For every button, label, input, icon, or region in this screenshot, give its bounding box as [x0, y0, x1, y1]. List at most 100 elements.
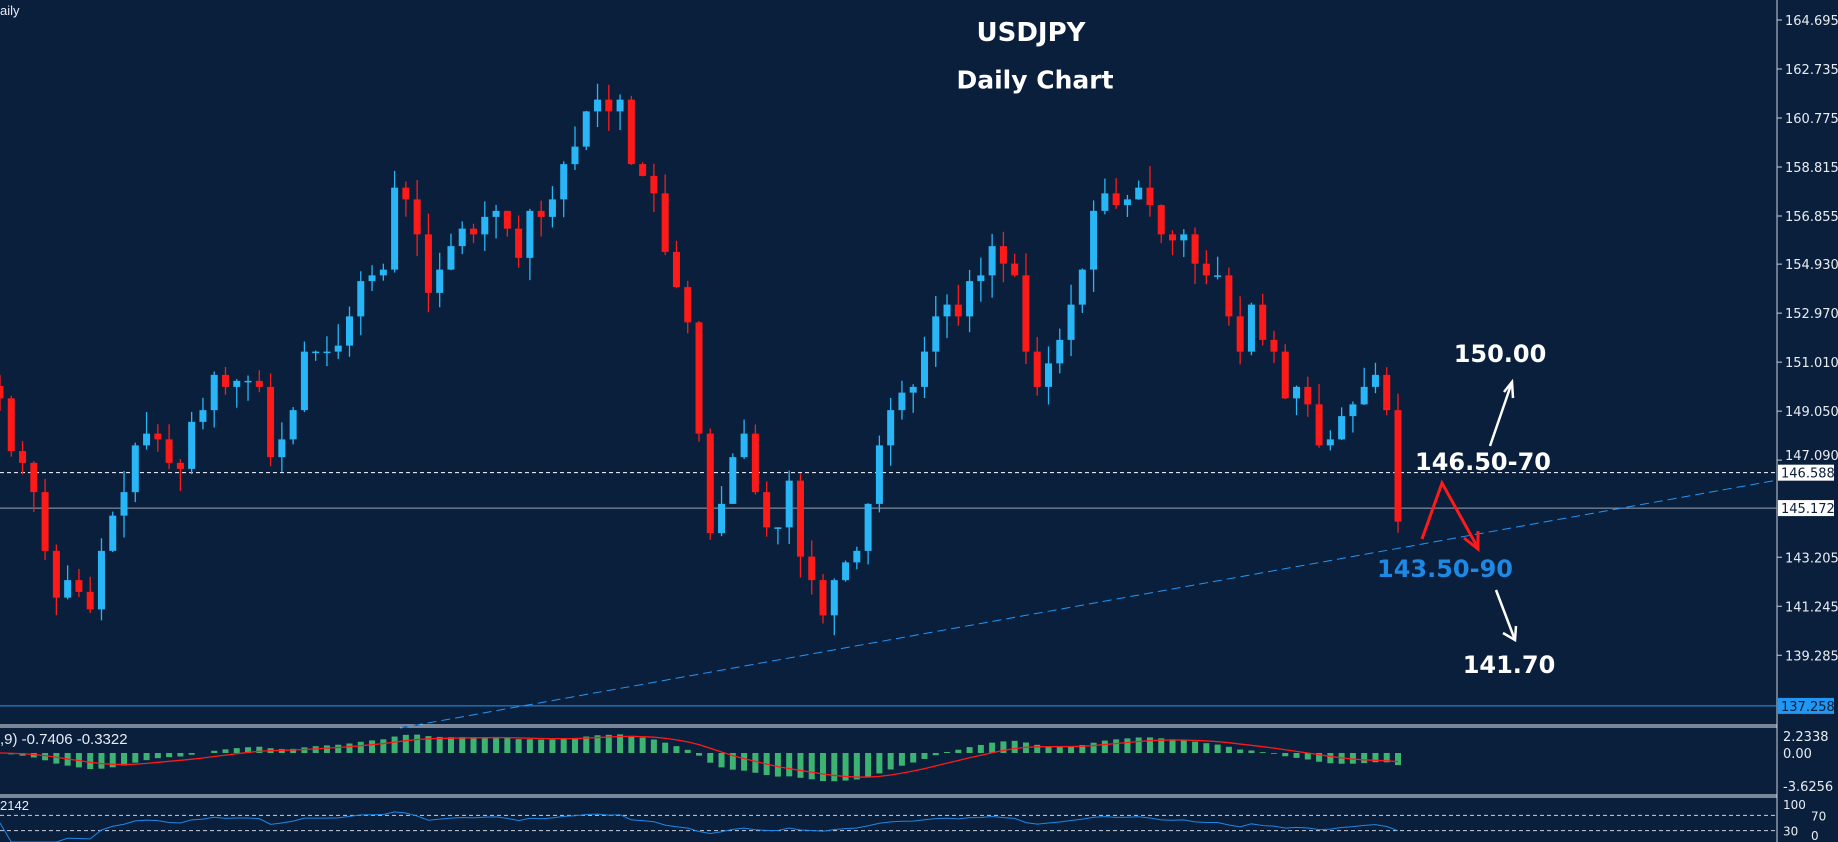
macd-bar — [1372, 753, 1379, 763]
macd-bar — [797, 753, 804, 778]
price-tick-label: 162.735 — [1785, 63, 1838, 78]
macd-bar — [741, 753, 748, 771]
candle-body — [0, 385, 4, 399]
macd-bar — [1000, 741, 1007, 753]
candle-body — [492, 210, 500, 217]
candle-body — [120, 492, 128, 516]
price-tick-label: 141.245 — [1785, 600, 1838, 615]
candle-body — [1202, 263, 1210, 276]
macd-bar — [121, 753, 128, 766]
candle-body — [605, 99, 613, 112]
macd-bar — [447, 737, 454, 753]
red-scenario-arrow — [1420, 479, 1480, 549]
macd-bar — [30, 753, 37, 758]
candle-body — [75, 580, 83, 592]
price-tick-label: 154.930 — [1785, 258, 1838, 273]
candle-body — [199, 410, 207, 422]
candle-body — [1225, 275, 1233, 317]
candle-body — [796, 480, 804, 557]
macd-bar — [966, 747, 973, 753]
candle-body — [537, 210, 545, 217]
candle-body — [481, 216, 489, 235]
candle-body — [289, 410, 297, 440]
candle-body — [1157, 205, 1165, 235]
price-tick-label: 139.285 — [1785, 649, 1838, 664]
rsi-tick-label: 30 — [1783, 825, 1798, 839]
macd-bar — [290, 748, 297, 753]
macd-bar — [335, 744, 342, 753]
macd-bar — [752, 753, 759, 773]
annotation-141-70: 141.70 — [1462, 651, 1556, 679]
macd-bar — [346, 743, 353, 753]
trendline — [399, 479, 1778, 729]
timeframe-label: aily — [0, 3, 20, 18]
macd-bar — [707, 753, 714, 763]
macd-bar — [955, 749, 962, 753]
candle-body — [898, 392, 906, 411]
macd-bar — [853, 753, 860, 780]
candle-body — [436, 269, 444, 293]
macd-bar — [222, 749, 229, 753]
candle-body — [1078, 269, 1086, 305]
candle-body — [1394, 410, 1402, 522]
price-label-145.172: 145.172 — [1781, 502, 1835, 517]
candle-body — [1033, 351, 1041, 387]
candle-body — [379, 269, 387, 276]
macd-tick-label: 0.00 — [1783, 747, 1812, 762]
macd-bar — [1225, 746, 1232, 753]
candle-body — [1214, 275, 1222, 277]
macd-bar — [504, 737, 511, 753]
candle-body — [672, 251, 680, 288]
price-tick-label: 156.855 — [1785, 210, 1838, 225]
candle-body — [515, 228, 523, 258]
macd-bar — [718, 753, 725, 768]
macd-bar — [1214, 744, 1221, 753]
candle-body — [774, 527, 782, 529]
candle-body — [1169, 234, 1177, 241]
price-label-box — [1778, 697, 1834, 714]
candle-body — [278, 439, 286, 458]
candle-body — [616, 99, 624, 112]
candle-body — [1191, 234, 1199, 264]
macd-bar — [154, 753, 161, 759]
macd-bar — [1395, 753, 1401, 766]
candle-body — [1056, 339, 1064, 364]
price-tick-label: 158.815 — [1785, 161, 1838, 176]
candle-body — [718, 503, 726, 534]
macd-bar — [898, 753, 905, 766]
macd-bar — [1259, 752, 1266, 753]
macd-bar — [233, 748, 240, 753]
candle-body — [977, 275, 985, 282]
candle-body — [413, 199, 421, 235]
candle-body — [503, 210, 511, 229]
candle-body — [1180, 234, 1188, 241]
macd-bar — [53, 753, 60, 764]
macd-bar — [628, 735, 635, 753]
macd-bar — [188, 753, 195, 755]
candle-body — [988, 246, 996, 276]
candle-body — [470, 228, 478, 235]
macd-bar — [876, 753, 883, 774]
macd-bar — [594, 735, 601, 753]
macd-bar — [211, 750, 218, 753]
macd-bar — [842, 753, 849, 781]
candle-body — [966, 281, 974, 317]
candle-body — [154, 433, 162, 440]
macd-bar — [1079, 745, 1086, 753]
macd-bar — [323, 745, 330, 753]
candle-body — [1067, 304, 1075, 340]
price-tick-label: 143.205 — [1785, 551, 1838, 566]
candle-body — [1338, 416, 1346, 440]
candle-body — [368, 275, 376, 282]
price-tick-label: 149.050 — [1785, 405, 1838, 420]
candle-body — [875, 445, 883, 504]
macd-bar — [1203, 743, 1210, 753]
macd-signal-line — [0, 735, 1399, 778]
candle-body — [165, 439, 173, 463]
candle-body — [627, 99, 635, 165]
price-tick-label: 151.010 — [1785, 356, 1838, 371]
macd-bar — [684, 749, 691, 753]
macd-bar — [1327, 753, 1334, 764]
price-label-box — [1778, 464, 1834, 481]
